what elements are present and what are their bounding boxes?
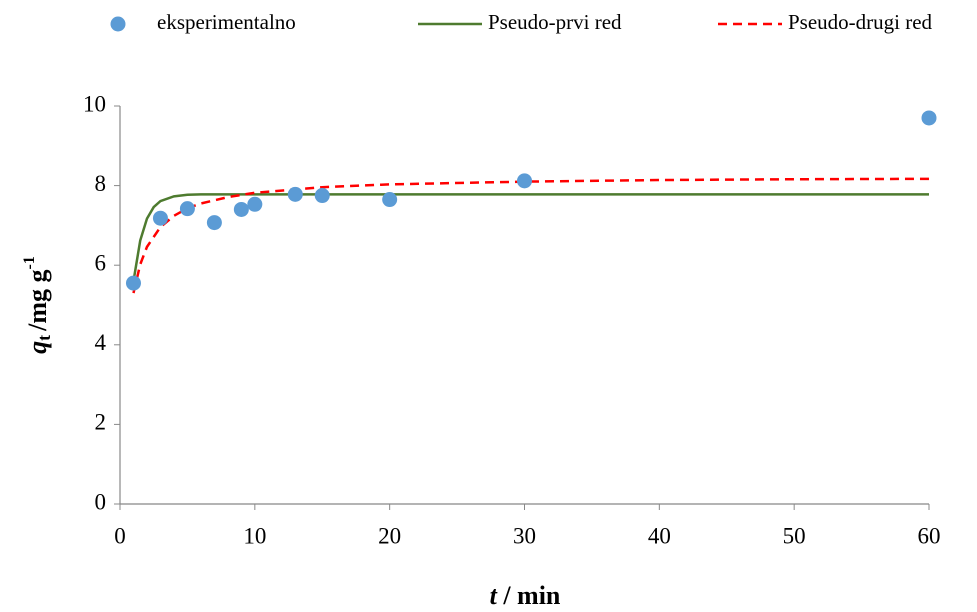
x-tick-label: 20 [378, 523, 401, 548]
legend-swatch [110, 16, 126, 32]
data-point [179, 201, 195, 217]
legend-label: eksperimentalno [157, 10, 296, 34]
x-tick-label: 10 [243, 523, 266, 548]
y-title-sup: -1 [21, 256, 38, 269]
data-point [921, 110, 937, 126]
data-point [125, 275, 141, 291]
data-point [233, 201, 249, 217]
fit-line [132, 193, 929, 282]
y-tick-label: 4 [95, 330, 107, 355]
data-point [517, 173, 532, 189]
y-title-var: q [23, 341, 52, 354]
y-tick-label: 0 [95, 489, 107, 514]
x-axis-title: t / min [490, 581, 561, 610]
y-title-sub: t [34, 335, 54, 341]
y-tick-label: 6 [95, 250, 107, 275]
data-point [152, 210, 168, 226]
x-tick-label: 50 [783, 523, 806, 548]
y-tick-label: 2 [95, 410, 107, 435]
data-point [382, 192, 398, 208]
y-tick-label: 8 [95, 171, 107, 196]
legend-label: Pseudo-drugi red [788, 10, 933, 34]
x-tick-label: 30 [513, 523, 536, 548]
fit-line [132, 177, 930, 294]
x-title-unit: / min [502, 581, 561, 610]
legend-label: Pseudo-prvi red [488, 10, 622, 34]
x-tick-label: 0 [114, 523, 126, 548]
y-axis-title: qt/mg g-1 [21, 256, 54, 354]
x-tick-label: 60 [918, 523, 941, 548]
y-title-unit: /mg g [23, 269, 52, 331]
data-point [247, 196, 263, 212]
y-tick-label: 10 [83, 91, 106, 116]
x-tick-label: 40 [648, 523, 671, 548]
x-title-var: t [490, 581, 498, 610]
data-point [206, 215, 222, 231]
data-point [287, 186, 303, 202]
data-point [314, 188, 330, 204]
